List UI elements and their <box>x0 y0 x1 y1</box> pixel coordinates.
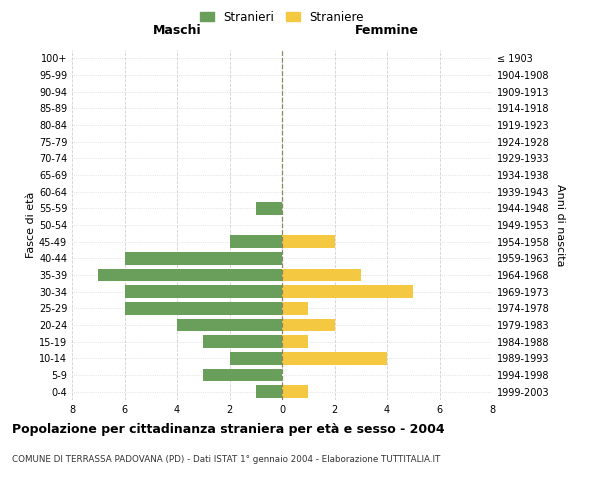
Bar <box>282 319 335 331</box>
Text: Maschi: Maschi <box>152 24 202 36</box>
Bar <box>256 202 282 214</box>
Bar <box>282 352 387 364</box>
Legend: Stranieri, Straniere: Stranieri, Straniere <box>195 6 369 28</box>
Bar <box>256 386 282 398</box>
Y-axis label: Fasce di età: Fasce di età <box>26 192 36 258</box>
Bar <box>125 286 282 298</box>
Bar <box>125 302 282 314</box>
Bar <box>282 236 335 248</box>
Bar <box>125 252 282 264</box>
Y-axis label: Anni di nascita: Anni di nascita <box>555 184 565 266</box>
Bar <box>203 336 282 348</box>
Bar <box>282 336 308 348</box>
Bar <box>282 269 361 281</box>
Bar <box>229 236 282 248</box>
Bar <box>282 302 308 314</box>
Text: COMUNE DI TERRASSA PADOVANA (PD) - Dati ISTAT 1° gennaio 2004 - Elaborazione TUT: COMUNE DI TERRASSA PADOVANA (PD) - Dati … <box>12 455 440 464</box>
Bar <box>203 369 282 381</box>
Text: Popolazione per cittadinanza straniera per età e sesso - 2004: Popolazione per cittadinanza straniera p… <box>12 422 445 436</box>
Bar <box>282 286 413 298</box>
Text: Femmine: Femmine <box>355 24 419 36</box>
Bar <box>282 386 308 398</box>
Bar <box>98 269 282 281</box>
Bar <box>229 352 282 364</box>
Bar <box>177 319 282 331</box>
